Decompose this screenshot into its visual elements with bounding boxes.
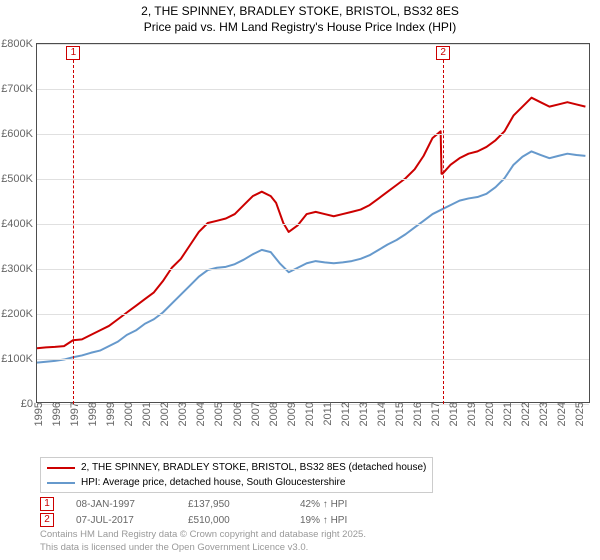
x-tick-label: 1995 <box>29 402 45 426</box>
footer-line1: Contains HM Land Registry data © Crown c… <box>40 529 560 541</box>
y-tick-label: £800K <box>1 38 37 50</box>
x-tick-label: 2024 <box>552 402 568 426</box>
x-tick-label: 1999 <box>101 402 117 426</box>
x-tick-label: 2012 <box>336 402 352 426</box>
gridline-y <box>37 359 589 360</box>
x-tick-label: 2008 <box>264 402 280 426</box>
title-line2: Price paid vs. HM Land Registry's House … <box>8 20 592 36</box>
series-price_paid <box>37 98 585 349</box>
event-price: £510,000 <box>188 515 278 526</box>
series-svg <box>37 44 589 402</box>
series-hpi <box>37 152 585 363</box>
footer-line2: This data is licensed under the Open Gov… <box>40 542 560 554</box>
x-tick-label: 2001 <box>137 402 153 426</box>
x-tick-label: 2009 <box>282 402 298 426</box>
gridline-y <box>37 314 589 315</box>
event-marker-2: 2 <box>40 513 54 527</box>
event-date: 07-JUL-2017 <box>76 515 166 526</box>
event-row: 2 07-JUL-2017 £510,000 19% ↑ HPI <box>40 513 560 527</box>
x-tick-label: 2017 <box>426 402 442 426</box>
gridline-y <box>37 269 589 270</box>
x-tick-label: 2015 <box>390 402 406 426</box>
x-tick-label: 2013 <box>354 402 370 426</box>
legend: 2, THE SPINNEY, BRADLEY STOKE, BRISTOL, … <box>40 457 433 493</box>
gridline-y <box>37 89 589 90</box>
x-tick-label: 1996 <box>47 402 63 426</box>
x-tick-label: 2003 <box>173 402 189 426</box>
x-tick-label: 2018 <box>444 402 460 426</box>
chart-stage: £0£100K£200K£300K£400K£500K£600K£700K£80… <box>0 37 600 453</box>
event-price: £137,950 <box>188 499 278 510</box>
plot-area: £0£100K£200K£300K£400K£500K£600K£700K£80… <box>36 43 590 403</box>
x-tick-label: 2022 <box>516 402 532 426</box>
marker-line-1 <box>73 60 74 404</box>
x-tick-label: 1998 <box>83 402 99 426</box>
y-tick-label: £100K <box>1 353 37 365</box>
legend-swatch <box>47 467 75 469</box>
gridline-y <box>37 224 589 225</box>
marker-line-2 <box>443 60 444 404</box>
event-table: 1 08-JAN-1997 £137,950 42% ↑ HPI 2 07-JUL-201… <box>40 497 560 527</box>
marker-box-1: 1 <box>66 46 80 60</box>
legend-row: 2, THE SPINNEY, BRADLEY STOKE, BRISTOL, … <box>47 460 426 475</box>
event-date: 08-JAN-1997 <box>76 499 166 510</box>
x-tick-label: 2006 <box>228 402 244 426</box>
y-tick-label: £200K <box>1 308 37 320</box>
y-tick-label: £400K <box>1 218 37 230</box>
legend-swatch <box>47 482 75 484</box>
x-tick-label: 2000 <box>119 402 135 426</box>
marker-box-2: 2 <box>436 46 450 60</box>
gridline-y <box>37 44 589 45</box>
event-row: 1 08-JAN-1997 £137,950 42% ↑ HPI <box>40 497 560 511</box>
y-tick-label: £300K <box>1 263 37 275</box>
event-delta: 42% ↑ HPI <box>300 499 347 510</box>
x-tick-label: 2011 <box>318 402 334 426</box>
footer-note: Contains HM Land Registry data © Crown c… <box>40 529 560 554</box>
gridline-y <box>37 134 589 135</box>
x-tick-label: 2002 <box>155 402 171 426</box>
chart-title: 2, THE SPINNEY, BRADLEY STOKE, BRISTOL, … <box>0 0 600 37</box>
x-tick-label: 1997 <box>65 402 81 426</box>
legend-label: HPI: Average price, detached house, Sout… <box>81 475 345 490</box>
y-tick-label: £500K <box>1 173 37 185</box>
x-tick-label: 2010 <box>300 402 316 426</box>
x-tick-label: 2023 <box>534 402 550 426</box>
x-tick-label: 2005 <box>209 402 225 426</box>
legend-row: HPI: Average price, detached house, Sout… <box>47 475 426 490</box>
title-line1: 2, THE SPINNEY, BRADLEY STOKE, BRISTOL, … <box>8 4 592 20</box>
x-tick-label: 2016 <box>408 402 424 426</box>
x-tick-label: 2014 <box>372 402 388 426</box>
y-tick-label: £600K <box>1 128 37 140</box>
event-marker-1: 1 <box>40 497 54 511</box>
x-tick-label: 2020 <box>480 402 496 426</box>
y-tick-label: £700K <box>1 83 37 95</box>
x-tick-label: 2021 <box>498 402 514 426</box>
x-tick-label: 2025 <box>570 402 586 426</box>
event-delta: 19% ↑ HPI <box>300 515 347 526</box>
x-tick-label: 2007 <box>246 402 262 426</box>
legend-label: 2, THE SPINNEY, BRADLEY STOKE, BRISTOL, … <box>81 460 426 475</box>
gridline-y <box>37 179 589 180</box>
x-tick-label: 2019 <box>462 402 478 426</box>
x-tick-label: 2004 <box>191 402 207 426</box>
